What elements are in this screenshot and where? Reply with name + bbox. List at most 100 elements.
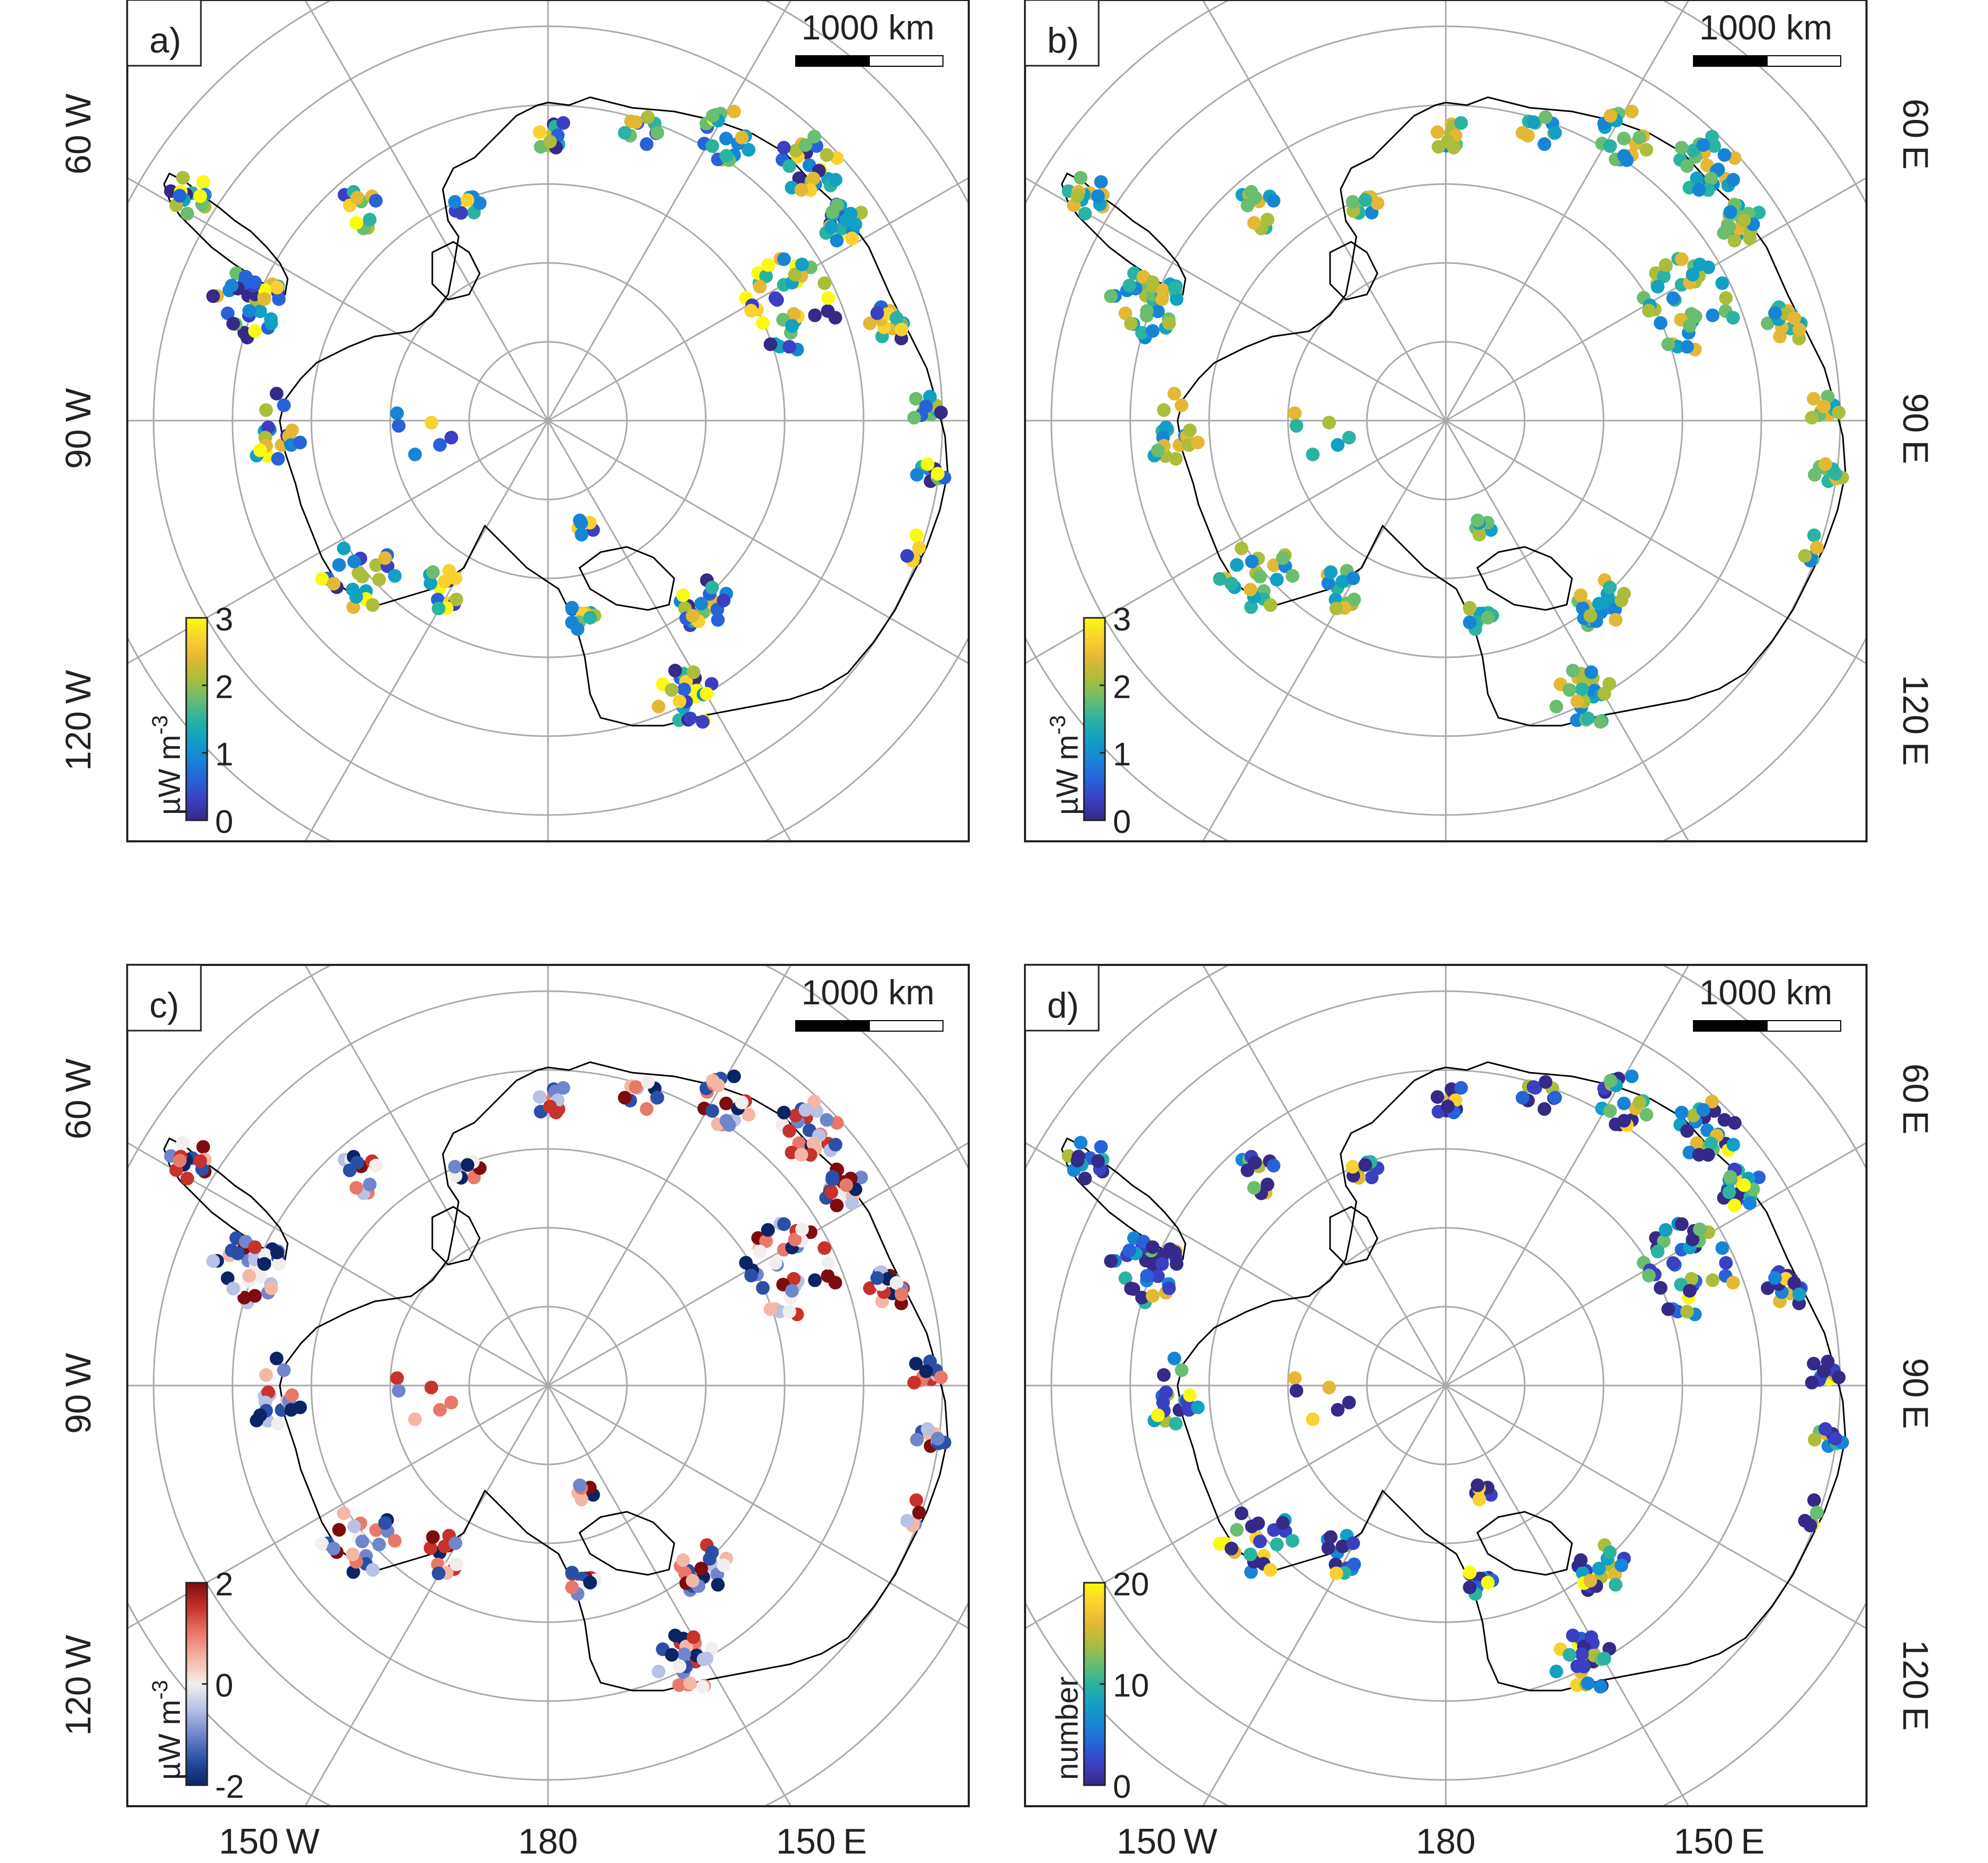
data-point [1463, 615, 1477, 629]
data-point [1347, 592, 1361, 606]
data-point [1706, 308, 1720, 322]
data-point [711, 613, 725, 627]
panel-letter: b) [1047, 21, 1079, 60]
longitude-label-right: 60E [1895, 1064, 1935, 1135]
data-point [1566, 1628, 1580, 1643]
data-point [1617, 1114, 1631, 1128]
data-point [173, 1154, 187, 1168]
data-point [206, 289, 220, 303]
data-point [845, 231, 859, 246]
data-point [1661, 1302, 1675, 1316]
colorbar-tick-label: -2 [215, 1769, 244, 1805]
data-point [650, 1091, 664, 1105]
data-point [1157, 1368, 1171, 1382]
data-point [909, 1493, 924, 1508]
data-point [716, 1558, 731, 1572]
data-point [1118, 306, 1132, 320]
ice-shelf-outline [431, 1206, 481, 1266]
data-point [1122, 279, 1137, 293]
ice-shelf-outline [431, 241, 481, 301]
data-point [259, 403, 273, 417]
data-point [1696, 138, 1710, 152]
longitude-label-left: 120W [58, 670, 98, 771]
data-point [1481, 1575, 1495, 1590]
data-point [1715, 276, 1729, 290]
data-point [1602, 1545, 1617, 1560]
data-point [777, 1217, 791, 1231]
data-point [350, 190, 364, 205]
data-point [1247, 216, 1261, 230]
data-point [237, 325, 251, 340]
data-point [196, 1140, 210, 1154]
data-point [699, 687, 714, 701]
data-point [677, 1647, 691, 1662]
data-point [1091, 189, 1105, 203]
data-point [1570, 1659, 1585, 1673]
data-point [1091, 1154, 1105, 1168]
data-point [909, 1357, 923, 1371]
meridian-line [1202, 0, 1447, 421]
data-point [423, 576, 438, 591]
data-point [176, 171, 190, 185]
data-point [293, 435, 307, 450]
data-point [176, 1136, 190, 1150]
data-point [1594, 715, 1608, 729]
meridian-line [1025, 1142, 1446, 1387]
data-point [248, 1240, 262, 1254]
data-point [350, 1155, 364, 1169]
data-point [1597, 687, 1611, 701]
data-point [270, 1245, 284, 1259]
data-point [1191, 1400, 1205, 1414]
data-point [727, 104, 741, 118]
data-point [641, 1075, 655, 1089]
data-point [388, 1534, 402, 1548]
data-point [1169, 1417, 1183, 1431]
data-point [1290, 419, 1304, 433]
map-area [1025, 965, 1867, 1806]
data-point [180, 1172, 195, 1186]
ice-shelf-outline [1329, 1206, 1378, 1266]
data-point [1224, 1541, 1239, 1555]
colorbar-tick-label: 0 [215, 804, 233, 840]
data-point [1070, 1154, 1084, 1168]
data-point [1549, 699, 1564, 714]
data-point [1798, 549, 1812, 563]
data-point [1248, 190, 1262, 205]
data-point [1705, 1094, 1719, 1108]
data-point [1726, 1137, 1740, 1152]
data-point [1723, 205, 1737, 219]
data-point [1696, 1103, 1710, 1117]
colorbar-tick-label: 10 [1113, 1668, 1149, 1704]
data-point [1675, 140, 1689, 155]
data-point [1603, 139, 1617, 153]
data-point [1666, 1256, 1680, 1270]
meridian-line [127, 420, 549, 665]
data-point [1807, 1493, 1821, 1508]
data-point [355, 569, 369, 584]
data-point [1617, 149, 1631, 163]
data-point [378, 551, 392, 565]
data-point [854, 206, 868, 220]
data-point [1247, 1180, 1261, 1195]
data-point [761, 1223, 775, 1237]
data-point [798, 138, 813, 152]
data-point [1454, 1081, 1468, 1095]
peninsula-coastline [163, 1137, 289, 1261]
data-point [337, 541, 351, 555]
data-point [424, 415, 439, 430]
data-point [907, 1376, 921, 1390]
data-point [1078, 207, 1092, 221]
panel-frame [126, 0, 970, 842]
data-point [794, 1148, 808, 1162]
longitude-label-right: 120E [1895, 675, 1935, 766]
data-point [1680, 340, 1694, 354]
data-point [1073, 171, 1088, 185]
data-point [694, 597, 708, 611]
data-point [1234, 1506, 1249, 1520]
data-point [1324, 1530, 1338, 1544]
data-point [640, 1102, 654, 1116]
data-point [1290, 1383, 1304, 1398]
data-point [756, 316, 770, 330]
data-point [327, 1541, 341, 1555]
